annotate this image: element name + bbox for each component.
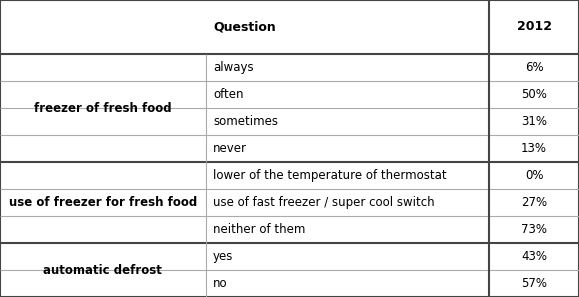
Text: use of freezer for fresh food: use of freezer for fresh food (9, 196, 197, 209)
Text: 50%: 50% (521, 88, 547, 101)
Text: 13%: 13% (521, 142, 547, 155)
Text: 0%: 0% (525, 169, 543, 182)
Text: sometimes: sometimes (213, 115, 278, 128)
Text: 2012: 2012 (516, 20, 552, 34)
Text: 43%: 43% (521, 250, 547, 263)
Text: no: no (213, 277, 228, 290)
Text: lower of the temperature of thermostat: lower of the temperature of thermostat (213, 169, 446, 182)
Text: 27%: 27% (521, 196, 547, 209)
Text: freezer of fresh food: freezer of fresh food (34, 102, 171, 115)
Text: use of fast freezer / super cool switch: use of fast freezer / super cool switch (213, 196, 435, 209)
Text: 31%: 31% (521, 115, 547, 128)
Text: Question: Question (213, 20, 276, 34)
Text: never: never (213, 142, 247, 155)
Text: automatic defrost: automatic defrost (43, 263, 162, 277)
Text: 73%: 73% (521, 223, 547, 236)
Text: 57%: 57% (521, 277, 547, 290)
Text: yes: yes (213, 250, 233, 263)
Text: 6%: 6% (525, 61, 544, 74)
Text: always: always (213, 61, 254, 74)
Text: often: often (213, 88, 244, 101)
Text: neither of them: neither of them (213, 223, 306, 236)
